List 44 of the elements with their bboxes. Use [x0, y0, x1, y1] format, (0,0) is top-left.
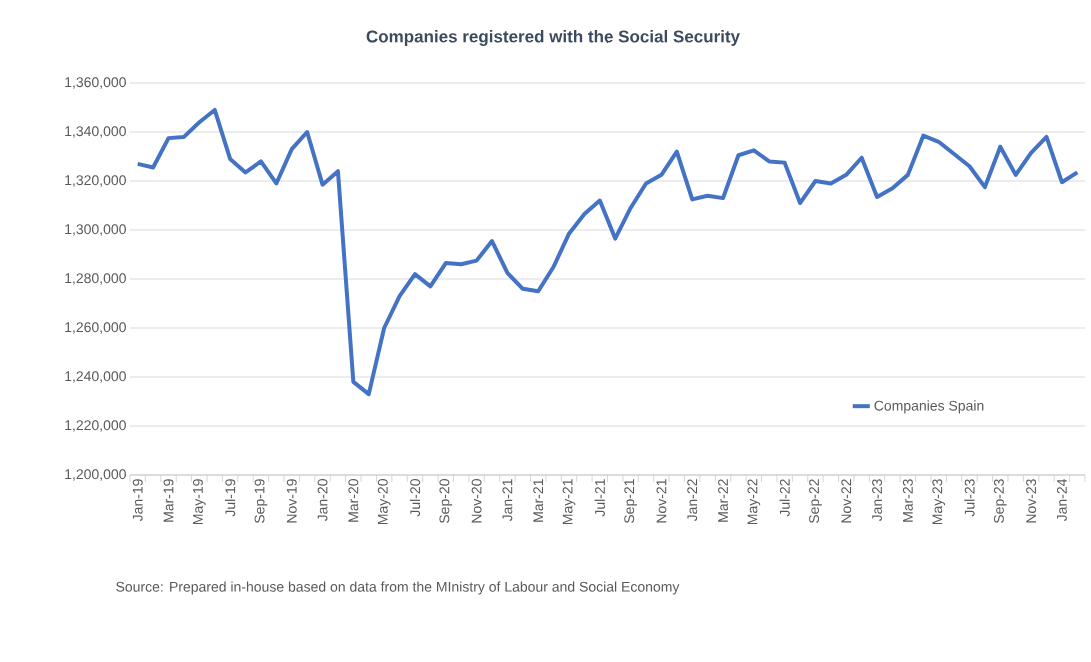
- y-tick-label: 1,280,000: [65, 273, 126, 285]
- x-tick-label: May-20: [377, 479, 391, 525]
- x-tick-label: Sep-19: [254, 479, 268, 524]
- x-tick-label: Jan-20: [317, 479, 328, 522]
- x-tick-label: Jan-19: [132, 479, 143, 522]
- y-tick-label: 1,360,000: [65, 77, 126, 89]
- y-tick-label: 1,260,000: [65, 322, 126, 334]
- x-tick-label: May-23: [932, 479, 946, 525]
- source-note: Source: Prepared in-house based on data from the MInistry of Labour and Social Economy: [116, 581, 680, 595]
- x-tick-label: Nov-21: [656, 479, 667, 523]
- y-tick-label: 1,240,000: [65, 371, 126, 383]
- x-tick-label: Mar-20: [348, 479, 359, 522]
- x-tick-label: Sep-22: [809, 479, 822, 524]
- x-tick-label: Nov-20: [471, 479, 482, 523]
- y-tick-label: 1,220,000: [65, 420, 126, 432]
- x-tick-label: Sep-20: [439, 479, 453, 524]
- y-tick-label: 1,340,000: [65, 126, 126, 138]
- legend-label: Companies Spain: [874, 400, 984, 414]
- y-tick-label: 1,320,000: [65, 175, 126, 187]
- x-tick-label: Mar-22: [718, 479, 728, 522]
- x-tick-label: Mar-23: [902, 479, 913, 522]
- x-tick-label: May-22: [747, 479, 761, 525]
- chart-title: Companies registered with the Social Security: [366, 30, 740, 46]
- x-tick-label: Nov-22: [841, 479, 852, 523]
- y-tick-label: 1,200,000: [65, 469, 126, 481]
- x-tick-label: Sep-23: [993, 479, 1007, 524]
- line-series: [135, 107, 1080, 397]
- x-tick-label: Mar-21: [533, 479, 544, 522]
- x-tick-label: Mar-19: [163, 479, 174, 522]
- x-tick-label: Jan-21: [502, 479, 513, 522]
- x-tick-label: Nov-19: [286, 479, 297, 523]
- x-tick-label: May-21: [562, 479, 576, 525]
- x-tick-label: Jan-24: [1056, 478, 1067, 522]
- x-tick-label: Jul-21: [594, 479, 605, 517]
- x-tick-label: Jul-19: [224, 479, 236, 517]
- x-tick-label: Jul-23: [964, 479, 975, 517]
- y-tick-label: 1,300,000: [65, 224, 126, 236]
- x-tick-label: Jul-22: [779, 479, 790, 517]
- x-tick-label: May-19: [192, 479, 206, 525]
- x-tick-label: Jan-22: [687, 479, 698, 522]
- x-tick-label: Sep-21: [624, 479, 637, 524]
- x-tick-label: Jul-20: [409, 479, 421, 517]
- x-tick-label: Jan-23: [872, 479, 883, 522]
- x-tick-label: Nov-23: [1026, 479, 1037, 523]
